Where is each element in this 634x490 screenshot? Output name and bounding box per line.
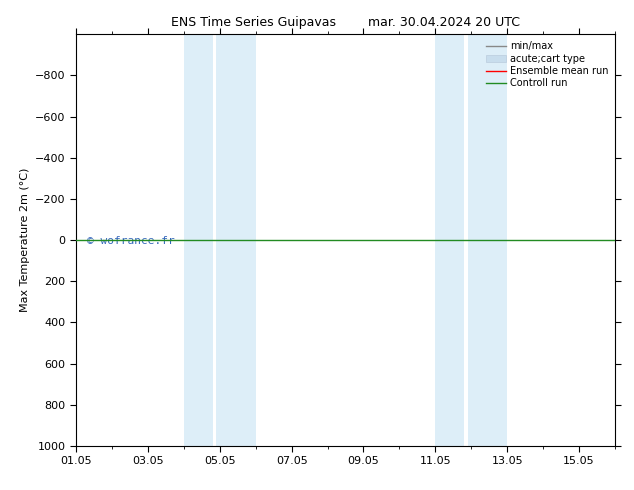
Bar (184, 34, 212, 446)
Y-axis label: Max Temperature 2m (°C): Max Temperature 2m (°C) (20, 168, 30, 312)
Bar (436, 34, 464, 446)
Legend: min/max, acute;cart type, Ensemble mean run, Controll run: min/max, acute;cart type, Ensemble mean … (484, 39, 610, 90)
Bar (468, 34, 507, 446)
Text: © wofrance.fr: © wofrance.fr (87, 236, 174, 246)
Bar (216, 34, 256, 446)
Title: ENS Time Series Guipavas        mar. 30.04.2024 20 UTC: ENS Time Series Guipavas mar. 30.04.2024… (171, 16, 520, 29)
